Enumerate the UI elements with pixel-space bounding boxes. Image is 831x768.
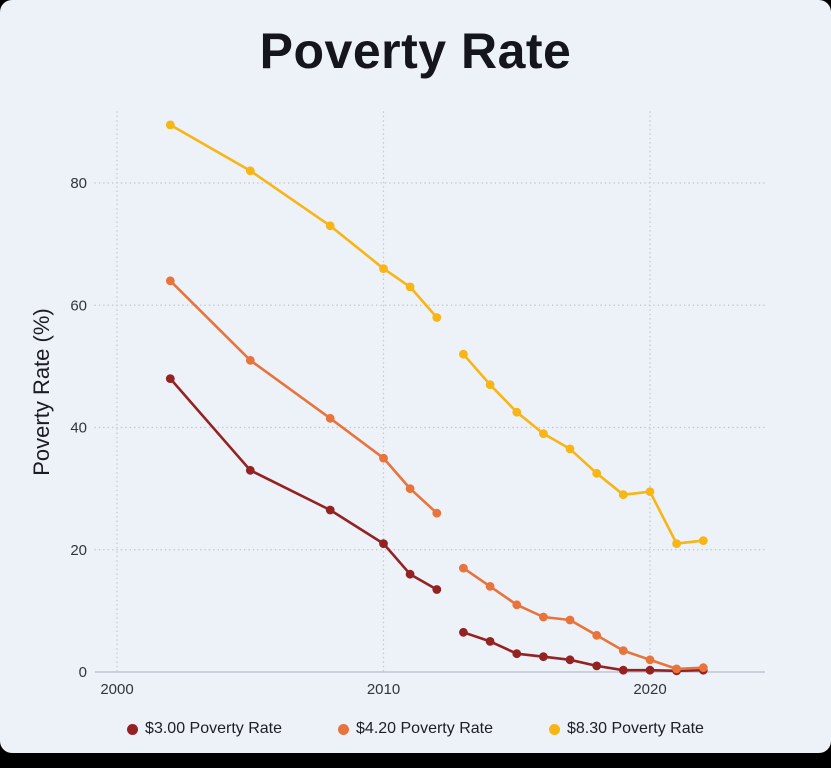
chart-legend: $3.00 Poverty Rate $4.20 Poverty Rate $8… (0, 720, 831, 738)
legend-dot-icon (338, 723, 350, 735)
legend-label: $3.00 Poverty Rate (145, 720, 283, 737)
legend-label: $4.20 Poverty Rate (356, 720, 493, 737)
svg-text:80: 80 (70, 175, 87, 192)
svg-text:40: 40 (70, 420, 87, 437)
legend-dot-icon (548, 723, 560, 735)
svg-text:60: 60 (70, 297, 87, 314)
svg-text:20: 20 (70, 542, 87, 559)
svg-text:2020: 2020 (633, 681, 666, 698)
svg-text:0: 0 (79, 664, 87, 681)
svg-text:2010: 2010 (367, 681, 400, 698)
svg-text:2000: 2000 (100, 681, 133, 698)
legend-item-3-00: $3.00 Poverty Rate (127, 720, 282, 738)
legend-item-4-20: $4.20 Poverty Rate (338, 720, 493, 738)
legend-label: $8.30 Poverty Rate (566, 720, 704, 737)
page-title: Poverty Rate (259, 23, 572, 79)
legend-dot-icon (127, 723, 139, 735)
legend-item-8-30: $8.30 Poverty Rate (548, 720, 704, 738)
